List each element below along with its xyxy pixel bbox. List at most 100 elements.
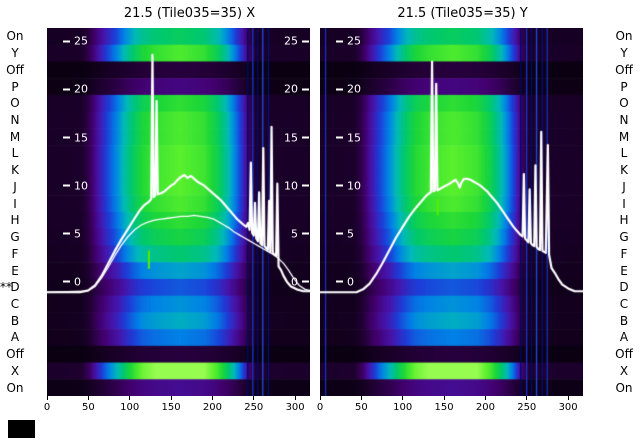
- x-tickmark-icon: [567, 396, 569, 400]
- x-tickmark-icon: [253, 396, 255, 400]
- y-tick-label: 25: [347, 34, 361, 48]
- x-tickmark-icon: [129, 396, 131, 400]
- y-tick-left-5-y: 5: [336, 228, 354, 239]
- y-tick-label: 10: [74, 179, 88, 193]
- x-tick-label-250-x: 250: [244, 402, 264, 413]
- row-label-right-off-2: Off: [615, 62, 633, 77]
- y-tick-label: 0: [347, 275, 354, 289]
- row-label-right-x-20: X: [619, 363, 629, 378]
- y-tick-label: 10: [347, 179, 361, 193]
- y-tick-label: 5: [291, 227, 298, 241]
- y-tick-label: 20: [347, 82, 361, 96]
- row-label-right-f-13: F: [620, 246, 628, 261]
- row-label-left-o-4: O: [10, 96, 20, 111]
- x-tick-label-100-y: 100: [393, 402, 413, 413]
- row-label-left-a-18: A: [10, 330, 20, 345]
- row-label-left-off-2: Off: [6, 62, 24, 77]
- row-label-right-on-0: On: [615, 29, 633, 44]
- y-tick-right-5-x: 5: [291, 228, 309, 239]
- y-tickmark-icon: [336, 136, 343, 139]
- bottom-left-black-square: [8, 420, 35, 438]
- heatmap-panel-x: 25 20 15 10 5 0 25 20 15 10 5 0: [47, 28, 310, 396]
- y-tickmark-icon: [63, 136, 70, 139]
- x-tick-label-150-x: 150: [161, 402, 181, 413]
- row-label-right-on-21: On: [615, 380, 633, 395]
- y-tick-label: 15: [347, 131, 361, 145]
- row-label-left-off-19: Off: [6, 347, 24, 362]
- y-tick-label: 20: [74, 82, 88, 96]
- row-label-left-p-3: P: [11, 79, 19, 94]
- y-tickmark-icon: [336, 232, 343, 235]
- y-tickmark-icon: [63, 232, 70, 235]
- x-tick-label-300-x: 300: [285, 402, 305, 413]
- x-tick-label-300-y: 300: [558, 402, 578, 413]
- y-tick-right-10-x: 10: [284, 180, 309, 191]
- row-label-left-k-8: K: [11, 163, 19, 178]
- x-tickmark-icon: [46, 396, 48, 400]
- y-tick-left-20-x: 20: [63, 84, 88, 95]
- y-tick-left-15-x: 15: [63, 132, 88, 143]
- heatmap-panel-y: 25 20 15 10 5 0: [320, 28, 583, 396]
- y-tickmark-icon: [336, 184, 343, 187]
- row-label-right-m-6: M: [618, 129, 630, 144]
- row-label-right-i-10: I: [622, 196, 626, 211]
- heatmap-canvas-y: [320, 28, 583, 396]
- x-tickmark-icon: [526, 396, 528, 400]
- row-label-right-a-18: A: [619, 330, 629, 345]
- row-label-left-h-11: H: [10, 213, 20, 228]
- y-tickmark-icon: [302, 280, 309, 283]
- row-label-left-j-9: J: [13, 179, 17, 194]
- row-label-right-h-11: H: [619, 213, 629, 228]
- row-label-left-on-21: On: [6, 380, 24, 395]
- y-tickmark-icon: [302, 40, 309, 43]
- y-tick-left-20-y: 20: [336, 84, 361, 95]
- x-tick-label-0-y: 0: [316, 402, 324, 413]
- x-tickmark-icon: [294, 396, 296, 400]
- row-label-right-o-4: O: [619, 96, 629, 111]
- x-tickmark-icon: [484, 396, 486, 400]
- y-tick-label: 15: [74, 131, 88, 145]
- row-label-left-e-14: E: [11, 263, 19, 278]
- y-tick-label: 25: [74, 34, 88, 48]
- y-tick-left-5-x: 5: [63, 228, 81, 239]
- row-label-right-n-5: N: [619, 113, 629, 127]
- y-tickmark-icon: [302, 184, 309, 187]
- y-tick-right-0-x: 0: [291, 276, 309, 287]
- panel-title-y: 21.5 (Tile035=35) Y: [397, 6, 528, 21]
- x-tickmark-icon: [402, 396, 404, 400]
- x-tick-label-50-x: 50: [81, 402, 95, 413]
- y-tickmark-icon: [302, 136, 309, 139]
- y-tick-left-10-x: 10: [63, 180, 88, 191]
- row-label-left-l-7: L: [11, 146, 19, 161]
- row-label-left-d-15: D: [10, 280, 20, 295]
- row-label-left-y-1: Y: [11, 46, 19, 61]
- y-tick-left-25-y: 25: [336, 36, 361, 47]
- row-label-left-on-0: On: [6, 29, 24, 44]
- x-tick-label-0-x: 0: [43, 402, 51, 413]
- row-label-right-k-8: K: [620, 163, 628, 178]
- x-tickmark-icon: [360, 396, 362, 400]
- row-label-right-p-3: P: [620, 79, 628, 94]
- x-tickmark-icon: [319, 396, 321, 400]
- y-tickmark-icon: [63, 280, 70, 283]
- x-tickmark-icon: [170, 396, 172, 400]
- row-label-right-y-1: Y: [620, 46, 628, 61]
- row-label-right-b-17: B: [619, 313, 629, 328]
- row-label-left-c-16: C: [10, 297, 20, 311]
- x-tick-label-50-y: 50: [354, 402, 368, 413]
- y-tickmark-icon: [63, 40, 70, 43]
- x-tick-label-100-x: 100: [120, 402, 140, 413]
- row-label-right-g-12: G: [619, 230, 629, 245]
- row-marker-asterisks: **: [0, 280, 12, 295]
- y-tick-label: 0: [291, 275, 298, 289]
- x-tickmark-icon: [87, 396, 89, 400]
- y-tickmark-icon: [302, 88, 309, 91]
- y-tick-label: 5: [347, 227, 354, 241]
- y-tick-left-10-y: 10: [336, 180, 361, 191]
- y-tick-label: 15: [284, 131, 298, 145]
- y-tickmark-icon: [302, 232, 309, 235]
- y-tick-right-25-x: 25: [284, 36, 309, 47]
- y-tickmark-icon: [336, 280, 343, 283]
- row-label-left-b-17: B: [10, 313, 20, 328]
- x-tickmark-icon: [443, 396, 445, 400]
